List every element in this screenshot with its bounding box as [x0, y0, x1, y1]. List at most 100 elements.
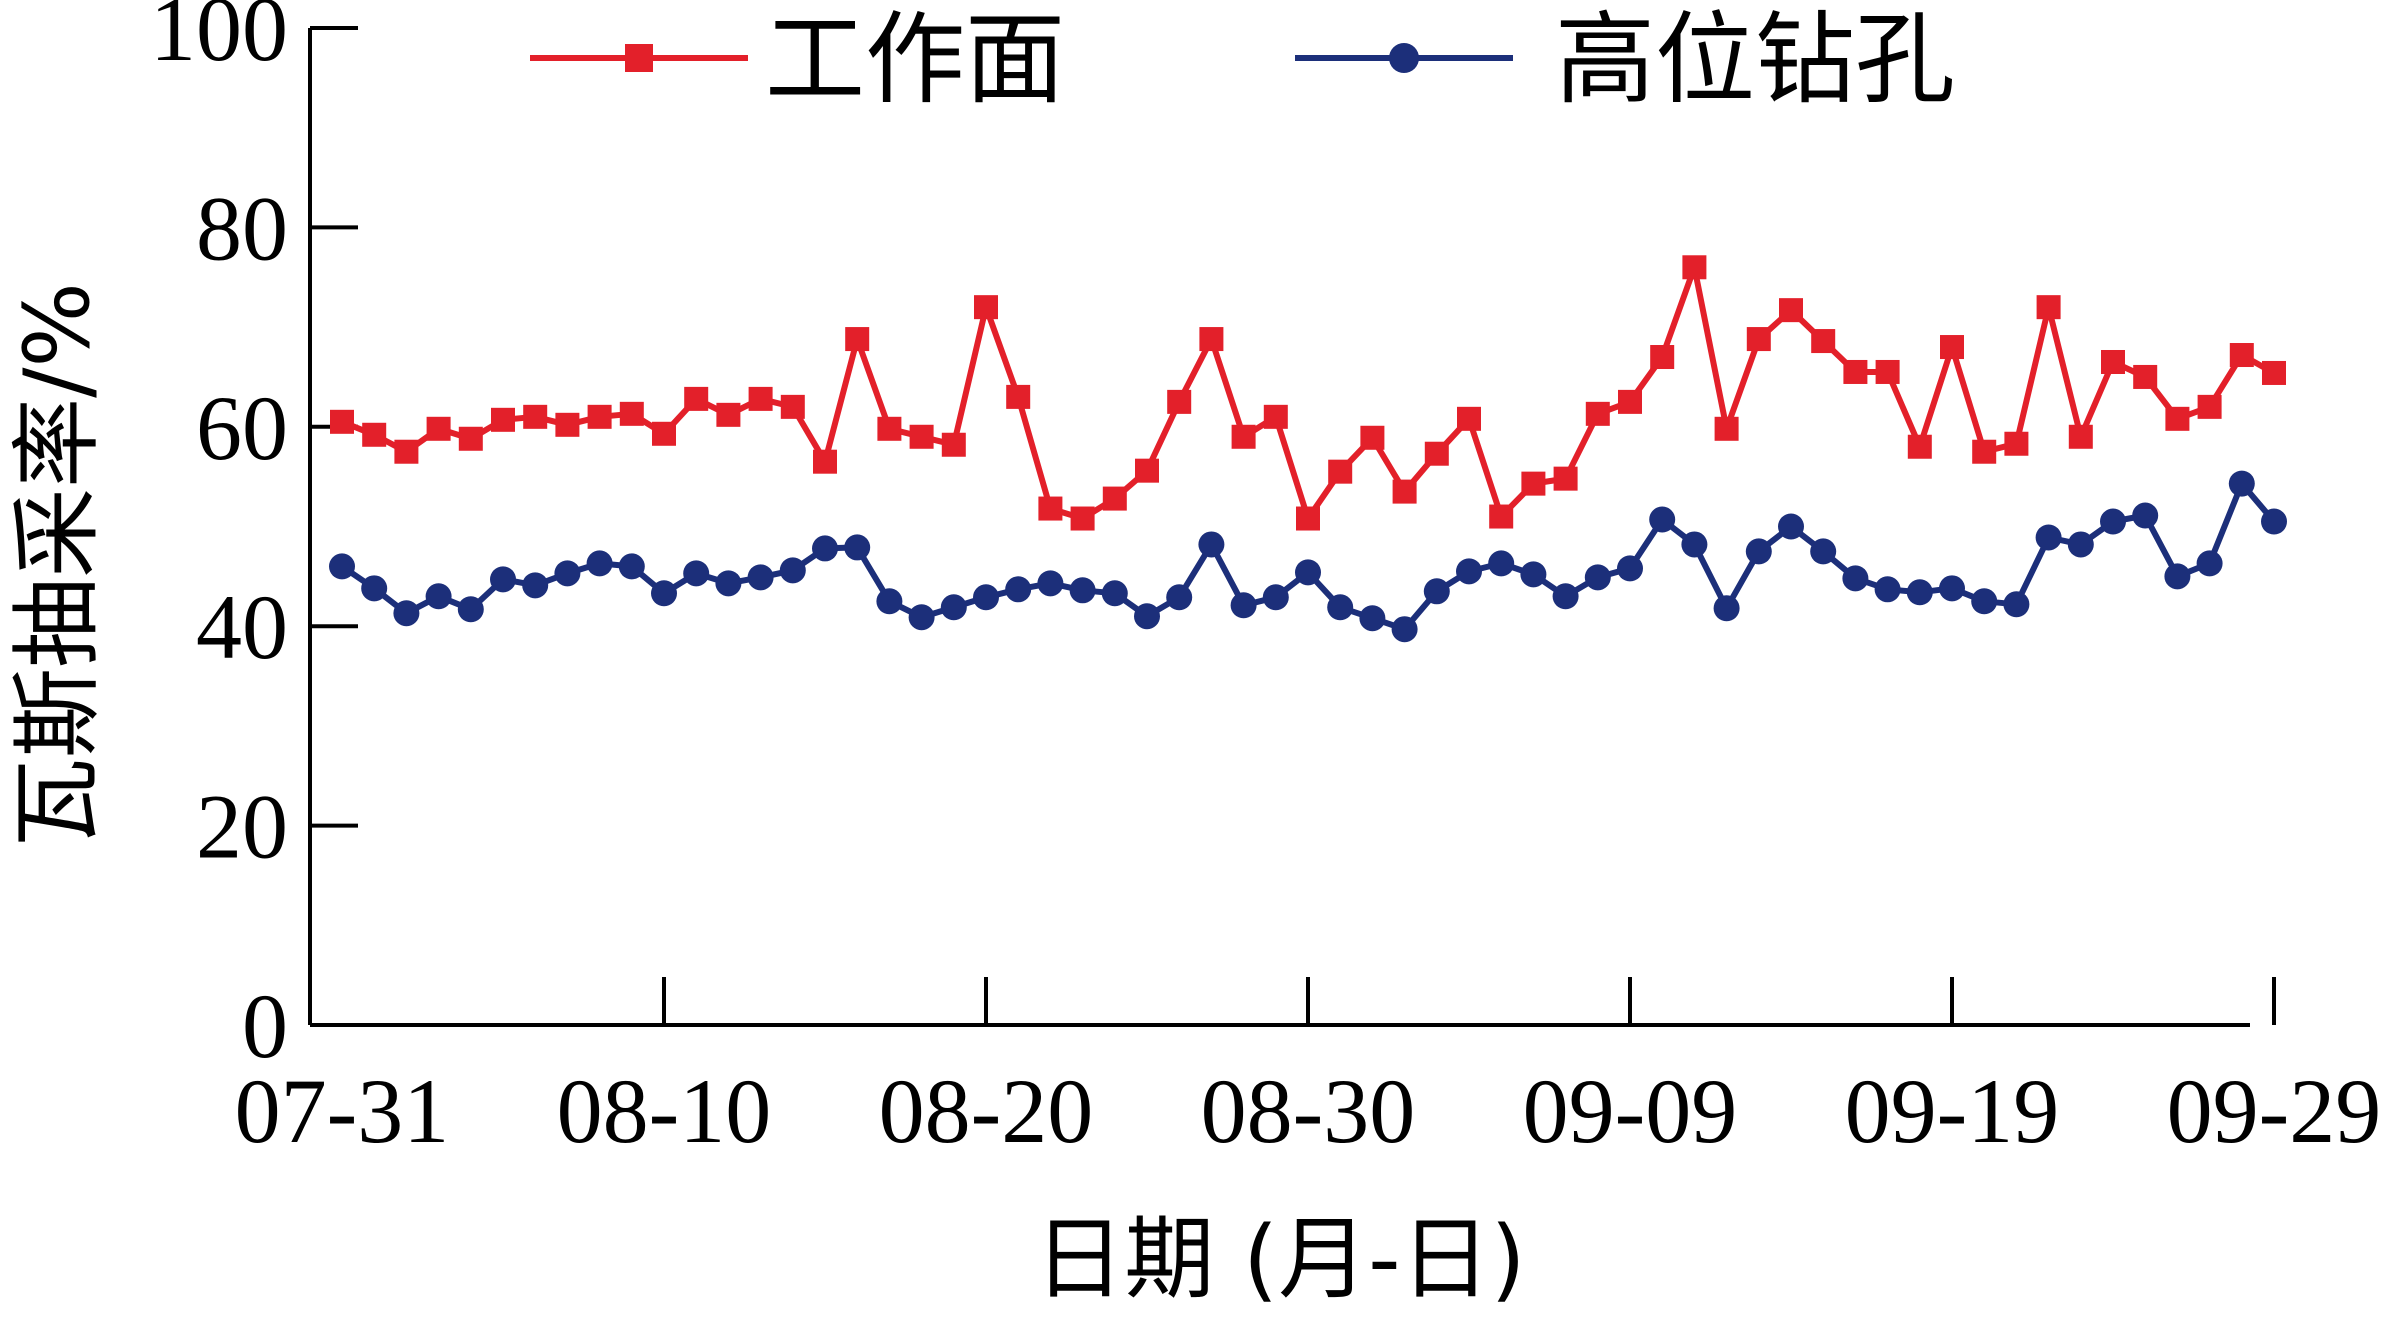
data-point-circle: [1810, 538, 1837, 565]
data-point-circle: [1681, 531, 1708, 558]
x-tick-label: 09-29: [2167, 1060, 2382, 1162]
data-point-square: [1940, 335, 1964, 360]
x-tick-label: 09-19: [1845, 1060, 2060, 1162]
series-layer: [329, 255, 2287, 643]
data-point-circle: [1842, 565, 1869, 592]
data-point-circle: [1778, 513, 1804, 540]
legend: 工作面 高位钻孔: [530, 1, 1955, 118]
axes: 0 20 40 60 80 100 07-31 08-10 08-20 08-30 09-09 09-…: [150, 0, 2381, 1162]
data-point-circle: [1745, 538, 1772, 565]
data-point-square: [523, 404, 548, 429]
data-point-square: [619, 401, 644, 426]
data-point-square: [1457, 406, 1481, 431]
y-tick-label: 100: [150, 0, 288, 80]
data-point-circle: [1520, 561, 1547, 588]
data-point-circle: [1939, 575, 1965, 602]
data-point-circle: [2132, 502, 2159, 529]
data-point-circle: [2067, 531, 2094, 558]
x-tick-label: 08-20: [879, 1060, 1094, 1162]
data-point-square: [1296, 506, 1320, 531]
data-point-square: [1907, 434, 1932, 459]
data-point-square: [426, 416, 451, 441]
y-tick-label: 40: [196, 576, 288, 678]
data-point-square: [941, 432, 966, 457]
data-point-circle: [554, 560, 581, 587]
data-point-circle: [1584, 564, 1611, 591]
x-axis-title: 日期 (月-日): [1034, 1207, 1525, 1312]
legend-label: 工作面: [765, 1, 1065, 118]
legend-marker-circle: [1389, 43, 1419, 73]
data-point-circle: [1101, 580, 1128, 607]
data-point-square: [2229, 343, 2254, 368]
data-point-square: [684, 386, 709, 411]
data-point-square: [1521, 471, 1546, 496]
data-point-square: [748, 386, 773, 411]
data-point-square: [1779, 298, 1803, 323]
data-point-square: [1553, 466, 1578, 491]
data-point-circle: [522, 572, 549, 599]
data-point-square: [813, 449, 837, 474]
series-1: [330, 255, 2286, 531]
data-point-circle: [1713, 595, 1740, 622]
data-point-square: [1875, 359, 1900, 384]
data-point-circle: [2003, 591, 2030, 618]
series-line: [340, 264, 2276, 522]
data-point-circle: [393, 600, 420, 627]
data-point-circle: [1134, 603, 1160, 630]
data-point-circle: [2196, 550, 2223, 577]
data-point-circle: [1552, 583, 1579, 610]
data-point-square: [555, 412, 580, 437]
data-point-circle: [586, 550, 613, 577]
data-point-square: [974, 295, 998, 320]
data-point-circle: [1327, 594, 1354, 621]
data-point-circle: [618, 553, 645, 580]
data-point-square: [1843, 359, 1868, 384]
data-point-square: [1038, 496, 1063, 521]
data-point-circle: [329, 553, 355, 580]
x-tick-label: 09-09: [1523, 1060, 1738, 1162]
data-point-square: [1392, 479, 1417, 504]
y-tick-label: 0: [242, 975, 288, 1077]
data-point-circle: [812, 535, 838, 562]
data-point-square: [1972, 439, 1997, 464]
x-tick-label: 08-10: [557, 1060, 772, 1162]
data-point-square: [1811, 329, 1836, 354]
data-point-circle: [747, 564, 774, 591]
data-point-circle: [1649, 506, 1676, 533]
data-point-square: [1070, 506, 1095, 531]
data-point-circle: [2228, 470, 2255, 497]
data-point-square: [2197, 394, 2222, 419]
data-point-square: [394, 439, 419, 464]
y-axis-title: 瓦斯抽采率/%: [5, 282, 110, 848]
data-point-square: [716, 402, 741, 427]
data-point-circle: [1005, 576, 1032, 603]
data-point-square: [1006, 384, 1031, 409]
data-point-square: [1328, 459, 1353, 484]
data-point-circle: [779, 557, 806, 584]
data-point-square: [2068, 424, 2093, 449]
data-point-square: [1618, 389, 1642, 414]
data-point-circle: [1166, 584, 1193, 611]
data-point-circle: [361, 575, 388, 602]
data-point-square: [652, 421, 676, 446]
data-point-square: [2262, 360, 2286, 385]
data-point-circle: [1295, 559, 1321, 586]
data-point-square: [330, 409, 354, 434]
series-2: [329, 470, 2287, 643]
data-point-square: [1746, 327, 1771, 352]
data-point-square: [1682, 255, 1707, 280]
data-point-circle: [1874, 576, 1901, 603]
data-point-square: [2101, 349, 2125, 374]
data-point-circle: [1359, 605, 1386, 632]
data-point-square: [2036, 295, 2061, 320]
data-point-square: [1650, 345, 1675, 370]
data-point-circle: [715, 570, 742, 597]
data-point-circle: [1262, 584, 1289, 611]
data-point-square: [587, 404, 612, 429]
data-point-square: [491, 407, 515, 432]
data-point-circle: [876, 588, 903, 615]
x-tick-label: 07-31: [235, 1060, 450, 1162]
data-point-square: [1199, 327, 1224, 352]
data-point-circle: [1069, 577, 1096, 604]
